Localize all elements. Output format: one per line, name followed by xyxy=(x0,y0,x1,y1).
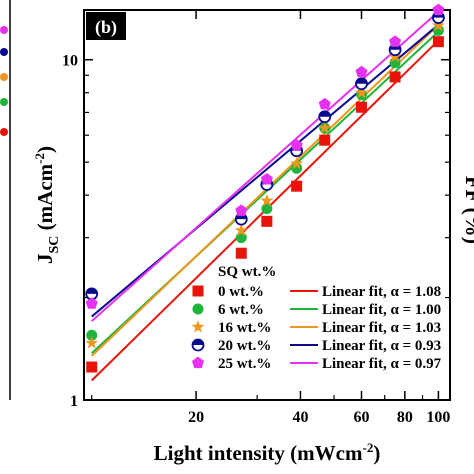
y-axis-label: JSC (mAcm-2) xyxy=(32,146,62,264)
axis-ticks: 20 40 60 80 100 1 10 xyxy=(62,10,450,426)
legend-fit-label: Linear fit, α = 0.97 xyxy=(322,356,442,372)
legend-series-label: 16 wt.% xyxy=(218,320,271,336)
legend-marker xyxy=(191,320,205,333)
legend-series-label: 25 wt.% xyxy=(218,356,271,372)
data-point-series-1 xyxy=(86,329,98,341)
data-point-series-4 xyxy=(432,3,445,16)
x-tick-label: 60 xyxy=(353,409,369,426)
legend-fit-label: Linear fit, α = 1.03 xyxy=(322,320,441,336)
x-tick-label: 100 xyxy=(426,409,450,426)
plot-frame xyxy=(83,9,451,401)
data-point-series-3 xyxy=(355,77,368,91)
data-point-series-0 xyxy=(291,180,303,192)
data-point-series-4 xyxy=(260,173,273,185)
x-axis-label: Light intensity (mWcm-2) xyxy=(154,440,381,465)
legend: SQ wt.% 0 wt.% Linear fit, α = 1.08 6 wt.% L… xyxy=(191,264,442,372)
panel-label-box xyxy=(86,12,126,40)
data-point-series-0 xyxy=(355,101,367,113)
data-point-series-4 xyxy=(85,297,98,309)
x-tick-label: 20 xyxy=(188,409,204,426)
legend-marker xyxy=(192,303,204,315)
legend-series-label: 6 wt.% xyxy=(218,302,264,318)
data-point-series-4 xyxy=(318,97,331,110)
y-tick-label: 10 xyxy=(62,53,78,70)
data-point-series-2 xyxy=(388,49,402,63)
data-point-series-2 xyxy=(354,85,369,99)
data-point-series-4 xyxy=(389,35,402,47)
data-point-series-1 xyxy=(261,203,273,215)
data-point-series-0 xyxy=(86,361,98,373)
data-point-series-4 xyxy=(290,139,303,151)
data-point-series-2 xyxy=(318,121,332,134)
data-point-series-4 xyxy=(235,204,248,216)
data-point-series-2 xyxy=(234,223,248,236)
data-point-series-2 xyxy=(260,193,274,207)
y-tick-label: 1 xyxy=(70,393,78,410)
x-tick-label: 40 xyxy=(292,409,308,426)
legend-marker xyxy=(191,338,205,352)
legend-marker xyxy=(191,356,205,369)
x-tick-label: 80 xyxy=(397,409,413,426)
fit-line-series-3 xyxy=(91,23,440,318)
data-point-series-4 xyxy=(355,65,368,78)
data-point-series-2 xyxy=(290,156,304,170)
right-axis-fragment: FF (%) xyxy=(461,176,474,244)
data-point-series-0 xyxy=(235,247,247,259)
data-point-series-2 xyxy=(431,18,445,32)
fit-line-series-4 xyxy=(91,10,440,322)
legend-marker xyxy=(192,285,204,297)
data-point-series-1 xyxy=(235,232,247,244)
data-point-series-0 xyxy=(319,134,331,146)
data-point-series-3 xyxy=(318,110,332,124)
left-panel-fragment xyxy=(0,0,11,400)
data-points xyxy=(85,3,445,373)
data-point-series-0 xyxy=(261,215,273,227)
data-point-series-0 xyxy=(432,36,444,48)
legend-title: SQ wt.% xyxy=(218,264,276,280)
data-point-series-0 xyxy=(389,71,401,83)
legend-series-label: 0 wt.% xyxy=(218,284,264,300)
legend-series-label: 20 wt.% xyxy=(218,338,271,354)
legend-fit-label: Linear fit, α = 1.08 xyxy=(322,284,441,300)
panel-label: (b) xyxy=(95,17,117,38)
legend-fit-label: Linear fit, α = 1.00 xyxy=(322,302,441,318)
legend-fit-label: Linear fit, α = 0.93 xyxy=(322,338,441,354)
data-point-series-2 xyxy=(85,336,99,349)
